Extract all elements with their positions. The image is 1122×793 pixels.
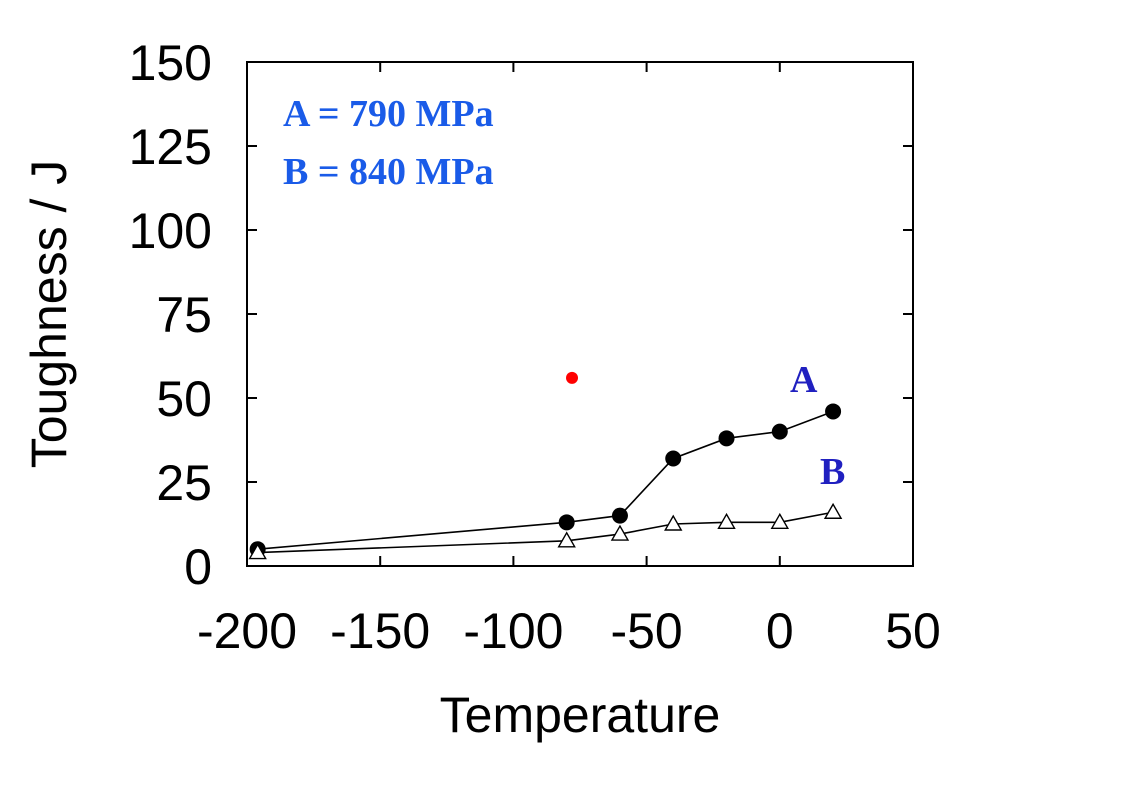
y-tick-label: 125 <box>129 119 212 175</box>
x-tick-label: -100 <box>463 603 563 659</box>
series-a-point <box>718 430 735 447</box>
x-tick-label: 0 <box>766 603 794 659</box>
series-b-point <box>823 502 843 519</box>
x-axis-title: Temperature <box>440 687 721 743</box>
series-b-point <box>557 531 576 548</box>
y-tick-label: 50 <box>156 371 212 427</box>
y-tick-label: 150 <box>129 35 212 91</box>
red-marker-point <box>566 371 579 384</box>
y-tick-label: 75 <box>156 287 212 343</box>
series-b-point <box>248 543 267 560</box>
axis-ticks <box>246 61 914 567</box>
x-tick-label: -200 <box>197 603 297 659</box>
series-a-point <box>771 423 788 440</box>
series-layer <box>248 371 843 560</box>
series-a-point <box>825 403 842 420</box>
series-b-point <box>770 512 790 530</box>
y-tick-label: 100 <box>129 203 212 259</box>
y-tick-label: 25 <box>156 455 212 511</box>
series-a-label: A <box>790 359 818 401</box>
series-a-point <box>611 507 628 524</box>
x-tick-label: 50 <box>885 603 941 659</box>
y-tick-label: 0 <box>184 539 212 595</box>
series-a-point <box>558 514 575 531</box>
annotation-b-strength: B = 840 MPa <box>283 151 494 193</box>
series-b-label: B <box>820 451 845 493</box>
series-b-line <box>257 511 834 554</box>
annotation-a-strength: A = 790 MPa <box>283 93 494 135</box>
x-tick-label: -150 <box>330 603 430 659</box>
plot-frame <box>246 61 914 567</box>
y-axis-title: Toughness / J <box>21 160 77 469</box>
series-b-point <box>664 514 683 531</box>
series-b-point <box>717 512 736 530</box>
series-b-point <box>610 524 630 541</box>
tick-labels: -200 -150 -100 -50 0 50 0 25 50 75 100 125 150 <box>129 35 941 659</box>
series-a-point <box>665 450 682 467</box>
x-tick-label: -50 <box>610 603 682 659</box>
series-a-line <box>257 410 834 550</box>
